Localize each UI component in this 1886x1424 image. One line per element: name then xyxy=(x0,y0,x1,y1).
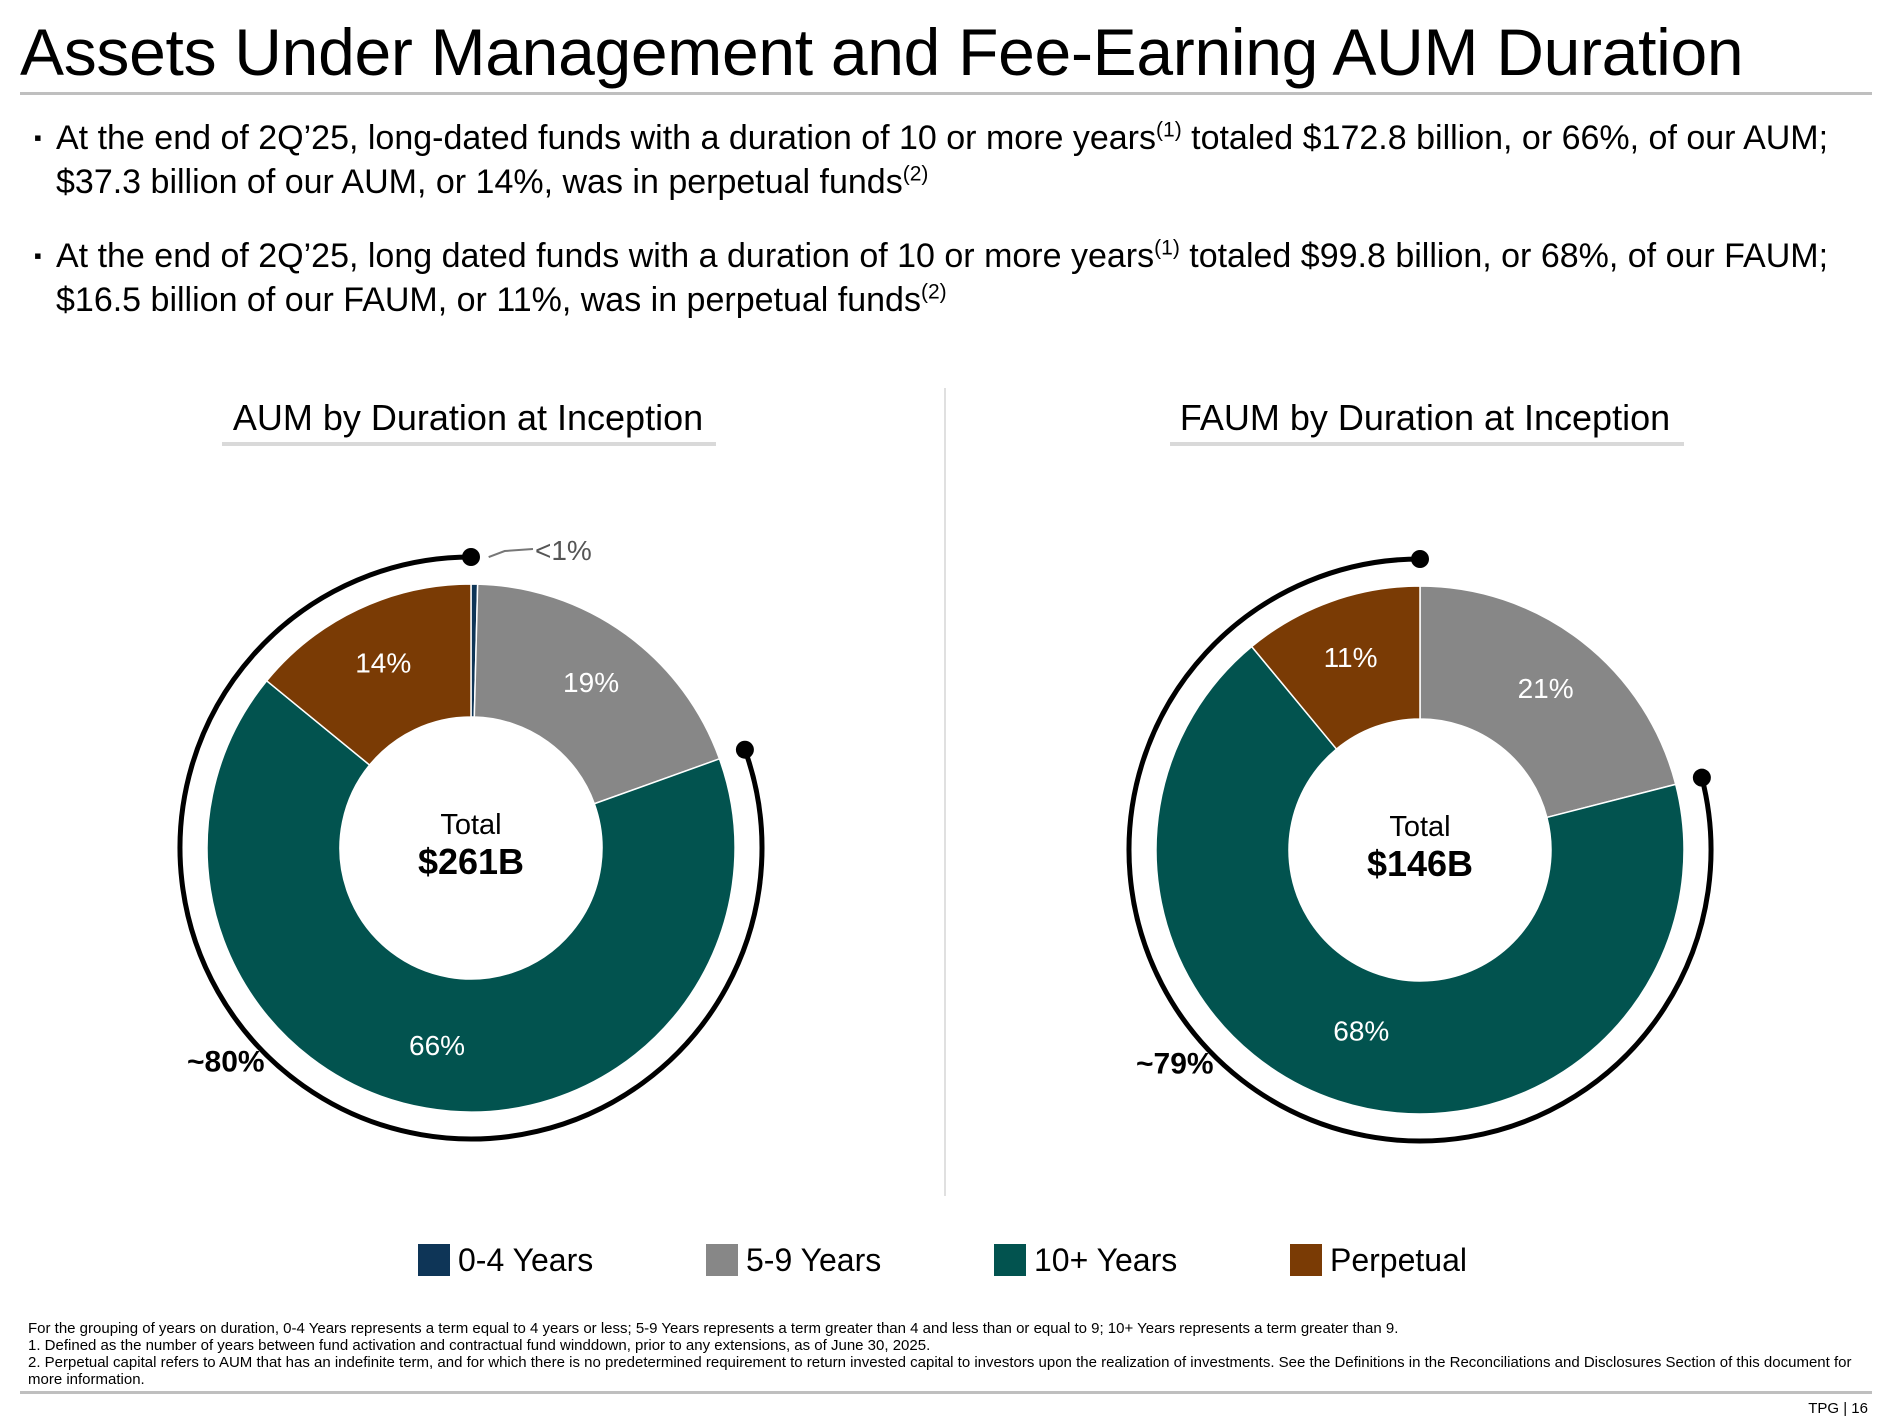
bullet-text: At the end of 2Q’25, long dated funds wi… xyxy=(56,236,1829,319)
legend-label: Perpetual xyxy=(1330,1242,1467,1278)
donut-aum-label-0-4-years: <1% xyxy=(535,535,592,566)
legend-item-5-9-years: 5-9 Years xyxy=(706,1240,881,1280)
bullet-marker: ▪ xyxy=(34,125,42,150)
legend-label: 0-4 Years xyxy=(458,1242,594,1278)
legend-label: 10+ Years xyxy=(1034,1242,1178,1278)
donut-faum-bracket-label: ~79% xyxy=(1136,1047,1214,1080)
donut-aum-segment-perpetual xyxy=(265,583,472,767)
donut-faum-segment-perpetual xyxy=(1250,585,1421,751)
donut-aum-segment-10-plus-years xyxy=(206,679,736,1113)
chart-title-rule-faum xyxy=(1170,442,1684,446)
legend-swatch-0-4-years xyxy=(418,1244,450,1276)
legend-item-perpetual: Perpetual xyxy=(1290,1240,1467,1280)
bullet-faum: ▪ At the end of 2Q’25, long dated funds … xyxy=(34,234,1864,322)
chart-separator xyxy=(944,388,946,1196)
donut-faum-bracket-dot-start xyxy=(1692,768,1711,787)
legend-swatch-5-9-years xyxy=(706,1244,738,1276)
donut-faum-center-value: $146B xyxy=(1367,843,1473,884)
donut-faum-center-label: Total xyxy=(1389,811,1450,843)
page-title: Assets Under Management and Fee-Earning … xyxy=(20,15,1744,89)
donut-aum-bracket-label: ~80% xyxy=(187,1045,265,1078)
page-number: TPG | 16 xyxy=(1808,1400,1868,1417)
donut-faum-label-perpetual: 11% xyxy=(1324,642,1378,673)
donut-aum-leader-line xyxy=(488,548,534,558)
donut-aum-label-perpetual: 14% xyxy=(355,648,411,679)
bullet-text: At the end of 2Q’25, long-dated funds wi… xyxy=(56,118,1829,201)
bullet-marker: ▪ xyxy=(34,243,42,268)
chart-title-aum: AUM by Duration at Inception xyxy=(232,397,704,438)
donut-aum-label-10-plus-years: 66% xyxy=(409,1030,465,1061)
donut-aum-segment-5-9-years xyxy=(473,583,721,805)
donut-faum-bracket-arc xyxy=(1126,556,1714,1144)
legend-swatch-10-plus-years xyxy=(994,1244,1026,1276)
chart-title-rule-aum xyxy=(222,442,716,446)
footnote-grouping: For the grouping of years on duration, 0… xyxy=(28,1320,1399,1337)
donut-aum-bracket-arc xyxy=(177,554,765,1142)
title-divider xyxy=(20,92,1872,95)
footnotes: For the grouping of years on duration, 0… xyxy=(28,1320,1878,1388)
legend-item-10-plus-years: 10+ Years xyxy=(994,1240,1177,1280)
legend-item-0-4-years: 0-4 Years xyxy=(418,1240,593,1280)
donut-faum-segment-10-plus-years xyxy=(1155,645,1685,1115)
donut-faum-label-10-plus-years: 68% xyxy=(1333,1016,1389,1047)
donut-aum-label-5-9-years: 19% xyxy=(563,667,619,698)
legend-label: 5-9 Years xyxy=(746,1242,882,1278)
legend-swatch-perpetual xyxy=(1290,1244,1322,1276)
donut-faum-bracket-dot-end xyxy=(1411,550,1429,568)
chart-title-faum: FAUM by Duration at Inception xyxy=(1179,397,1671,438)
donut-aum-center-label: Total xyxy=(440,809,501,841)
donut-aum-center-value: $261B xyxy=(418,841,524,882)
donut-faum-segment-5-9-years xyxy=(1419,585,1677,819)
donut-aum-bracket-dot-end xyxy=(462,548,480,566)
footer-divider xyxy=(20,1391,1872,1394)
donut-faum-label-5-9-years: 21% xyxy=(1518,673,1574,704)
footnote-1: 1. Defined as the number of years betwee… xyxy=(28,1337,931,1354)
donut-aum-bracket-dot-start xyxy=(735,740,754,759)
bullet-aum: ▪ At the end of 2Q’25, long-dated funds … xyxy=(34,116,1864,204)
footnote-2: 2. Perpetual capital refers to AUM that … xyxy=(28,1354,1852,1388)
legend: 0-4 Years 5-9 Years 10+ Years Perpetual xyxy=(0,1240,1886,1284)
